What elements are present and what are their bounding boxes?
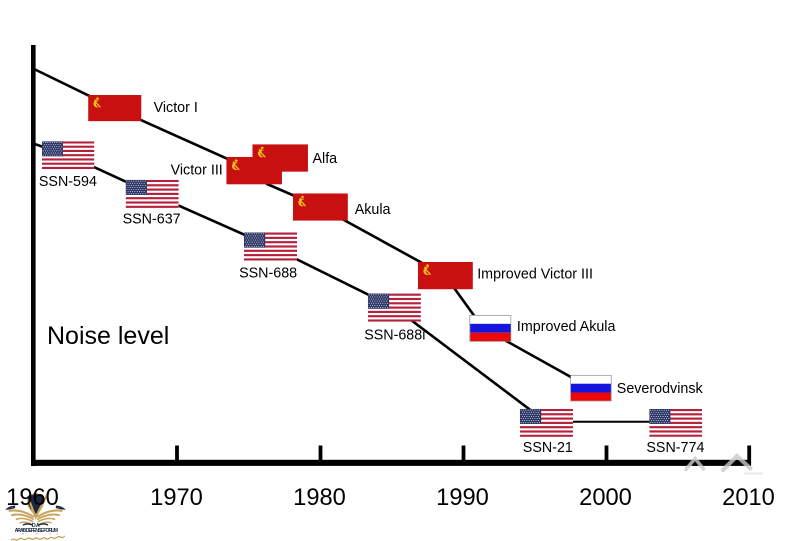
svg-text:SSN-774: SSN-774 [646, 440, 704, 456]
svg-text:Victor I: Victor I [154, 100, 198, 116]
svg-text:SSN-594: SSN-594 [39, 174, 97, 190]
svg-text:SSN-21: SSN-21 [523, 440, 573, 456]
svg-text:Noise level: Noise level [47, 322, 169, 350]
svg-text:2000: 2000 [579, 485, 632, 511]
svg-text:1990: 1990 [436, 485, 489, 511]
svg-text:SSN-688: SSN-688 [239, 265, 297, 281]
svg-text:ARAB DEFENSE FORUM: ARAB DEFENSE FORUM [15, 528, 58, 534]
svg-text:SSN-688i: SSN-688i [364, 328, 425, 344]
svg-text:Akula: Akula [355, 202, 391, 218]
svg-text:2010: 2010 [722, 485, 775, 511]
svg-text:Alfa: Alfa [313, 151, 338, 167]
svg-text:Severodvinsk: Severodvinsk [617, 381, 704, 397]
svg-text:Improved Akula: Improved Akula [517, 319, 616, 335]
svg-text:Victor III: Victor III [171, 162, 223, 178]
svg-text:Improved Victor III: Improved Victor III [477, 266, 593, 282]
svg-text:DA: DA [32, 523, 40, 529]
svg-text:1970: 1970 [150, 485, 203, 511]
svg-text:1980: 1980 [293, 485, 346, 511]
svg-text:1960: 1960 [6, 485, 59, 511]
svg-text:SSN-637: SSN-637 [123, 212, 181, 228]
